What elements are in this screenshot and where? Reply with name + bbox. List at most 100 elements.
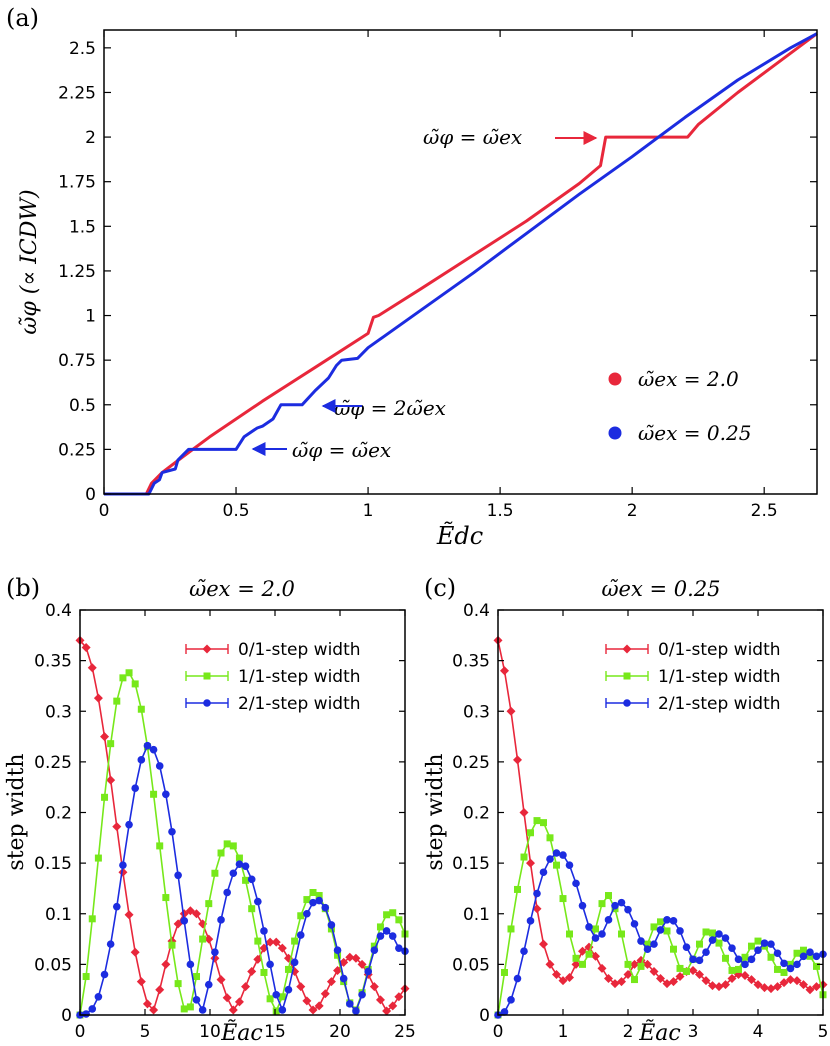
y-tick-label: 0.3 [45,702,72,722]
data-point-diamond [539,939,548,949]
data-point-diamond [747,975,756,985]
data-point-square [150,790,158,798]
data-point-circle [650,940,658,948]
data-point-circle [513,974,522,983]
data-point-circle [741,960,749,969]
data-point-circle [773,949,782,958]
data-point-diamond [204,934,214,944]
data-point-circle [728,944,736,952]
y-tick-label: 0 [61,1006,72,1026]
data-point-square [376,923,384,931]
data-point-circle [591,934,600,942]
data-point-circle [211,948,219,957]
data-point-square [125,669,133,677]
x-tick-label: 3 [688,1022,699,1042]
series-line [79,671,406,1016]
y-tick-label: 0 [479,1006,490,1026]
data-point-circle [358,990,366,999]
data-point-diamond [805,985,815,995]
data-point-diamond [100,732,110,742]
x-tick-label: 25 [394,1022,416,1042]
legend-red-dot [608,372,622,386]
data-point-square [370,942,378,950]
data-point-circle [174,871,182,880]
x-tick-label: 1 [363,501,374,521]
data-point-square [585,950,593,958]
data-point-diamond [382,1006,392,1016]
annotation-blue-step: ω̃φ = ω̃ex [292,438,391,462]
data-point-diamond [161,959,171,969]
data-point-circle [395,944,403,952]
data-point-circle [376,932,385,940]
data-point-square [254,937,262,945]
data-point-circle [203,699,211,707]
data-point-circle [520,947,528,956]
x-tick-label: 0 [99,501,110,521]
data-point-square [514,885,521,893]
data-point-diamond [721,980,730,990]
data-point-diamond [320,989,330,999]
data-point-square [297,912,305,920]
data-point-circle [734,955,743,964]
data-point-diamond [202,644,212,654]
data-point-diamond [649,966,659,976]
data-point-circle [799,952,808,961]
data-point-circle [370,946,379,954]
x-tick-label: 5 [140,1022,151,1042]
annotation-red-step: ω̃φ = ω̃ex [423,125,522,149]
data-point-diamond [369,982,379,992]
data-point-circle [533,889,541,898]
y-tick-label: 2.25 [58,83,96,103]
data-point-circle [162,790,170,799]
data-point-diamond [296,982,306,992]
data-point-diamond [630,959,639,969]
data-point-diamond [222,993,232,1003]
data-point-circle [217,916,225,924]
data-point-circle [617,898,626,907]
data-point-diamond [314,1001,324,1011]
data-point-diamond [149,1005,159,1015]
data-point-circle [112,902,121,911]
data-point-diamond [558,976,568,986]
data-point-diamond [513,755,522,765]
data-point-circle [309,898,317,907]
data-point-square [334,951,342,959]
data-point-square [395,916,403,924]
data-point-square [278,993,286,1001]
data-point-square [284,965,292,973]
data-point-circle [539,868,548,877]
data-point-circle [578,901,587,910]
data-point-square [527,829,534,837]
data-point-circle [204,980,213,989]
data-point-square [592,925,599,933]
data-point-square [741,953,749,961]
y-tick-label: 0.35 [34,652,72,672]
data-point-circle [315,896,323,905]
data-point-square [162,894,170,902]
series-circle [76,741,409,1019]
data-point-diamond [688,965,698,975]
data-point-square [793,949,801,957]
data-point-square [303,896,311,904]
data-point-square [774,965,781,973]
data-point-square [113,697,121,705]
y-tick-label: 0.2 [45,804,72,824]
data-point-diamond [591,951,600,961]
data-point-square [676,964,684,972]
data-point-square [624,960,632,968]
y-tick-label: 0.15 [34,854,72,874]
data-point-circle [760,939,769,947]
y-tick-label: 0.4 [45,601,72,621]
x-tick-label: 1.5 [487,501,514,521]
legend-label: 0/1-step width [238,640,361,660]
data-point-diamond [173,919,183,929]
data-point-circle [88,1005,97,1013]
data-point-diamond [308,1005,318,1015]
data-point-diamond [351,953,361,963]
data-point-square [168,941,176,949]
data-point-square [174,980,182,988]
data-point-circle [572,879,580,888]
data-point-square [211,869,219,877]
y-tick-label: 1.75 [58,173,96,193]
data-point-square [605,892,612,900]
